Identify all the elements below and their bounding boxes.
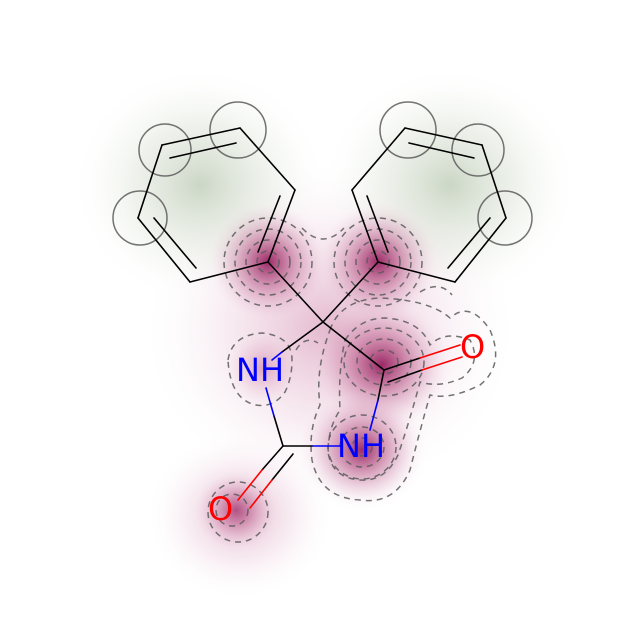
bond-c5-n1-blue (271, 351, 283, 361)
bond-c4-o-2-red (421, 356, 463, 371)
atom-labels: NH NH O O (208, 328, 485, 528)
neg-contour-n3-1 (327, 414, 397, 480)
density-field (70, 65, 580, 600)
bond-rring-3b (447, 217, 491, 269)
negative-spot-n1 (222, 328, 302, 408)
bond-lring-4 (189, 261, 269, 283)
bond-lring-5b (153, 217, 197, 269)
atom-label-n1: NH (236, 351, 284, 389)
bond-c4-n3-blue (369, 399, 379, 431)
neg-contour-right-c (355, 239, 401, 285)
bond-rring-5 (351, 189, 379, 263)
bond-c2-o-2 (271, 453, 294, 481)
bond-lring-1 (161, 127, 241, 146)
pos-contour-right-2 (451, 123, 505, 177)
bond-lring-1b (169, 142, 237, 159)
bond-c4-o-red (419, 344, 461, 359)
neg-contour-carbonyl-outer (310, 297, 497, 502)
neg-contour-bridge (301, 227, 345, 240)
atom-label-o-right: O (460, 328, 485, 366)
neg-contour-n3-3 (351, 437, 373, 457)
neg-contour-carbonyl-2 (327, 317, 476, 481)
bond-lring-5 (137, 217, 191, 283)
bond-c2-o-red (237, 469, 263, 501)
bond-c5-c4 (322, 321, 385, 371)
neg-contour-right-a (333, 217, 423, 307)
bond-c2-n1-blue (265, 387, 275, 417)
bond-c4-n3 (377, 369, 385, 401)
neg-contour-n1-link (295, 339, 319, 351)
atom-label-o-bottom: O (208, 490, 233, 528)
neg-contour-right-d (366, 250, 390, 274)
neg-contour-left-d (256, 250, 280, 274)
neg-contour-carbonyl-3 (343, 327, 425, 397)
bond-c2-n1 (273, 415, 284, 447)
neg-contour-carbonyl-4 (356, 338, 412, 386)
bond-rring-5b (366, 195, 389, 253)
pos-contour-right-1 (379, 101, 437, 159)
bond-rring-1b (408, 142, 475, 159)
pos-contour-left-1 (138, 123, 192, 177)
bond-rring-3 (454, 217, 507, 283)
neg-contour-carbonyl-5 (369, 349, 399, 375)
bond-c2-o (261, 445, 284, 471)
bond-c5-n1 (281, 321, 324, 353)
negative-spot-n3 (296, 388, 428, 512)
bond-left-ipso-c5 (267, 261, 324, 323)
bonds (137, 127, 507, 509)
neg-contour-n3-2 (339, 426, 385, 468)
bond-c2-o-2-red (249, 479, 273, 509)
neg-contour-left-c (245, 239, 291, 285)
pos-contour-left-3 (112, 190, 168, 246)
neg-contour-left-a (223, 217, 313, 307)
neg-contour-right-b (344, 228, 412, 296)
neg-contour-bottom-o-2 (215, 493, 249, 527)
neg-contour-n1 (227, 332, 293, 407)
bond-right-ipso-c5 (322, 261, 379, 323)
bond-lring-2 (239, 127, 296, 191)
atom-label-n3: NH (337, 427, 385, 465)
neg-contour-bottom-o-1 (207, 481, 269, 543)
contour-lines (112, 101, 533, 543)
bond-lring-6 (137, 144, 163, 219)
bond-lring-3 (267, 189, 296, 263)
pos-contour-right-3 (477, 190, 533, 246)
bond-rring-2 (481, 144, 507, 219)
bond-rring-4 (377, 261, 456, 283)
negative-spot-bottom-o (192, 468, 280, 552)
pos-contour-left-2 (209, 101, 267, 159)
neg-contour-tail (419, 286, 453, 296)
bond-rring-6 (351, 127, 406, 191)
bond-c4-o-2 (387, 369, 423, 383)
bond-lring-3b (257, 195, 281, 253)
neg-contour-left-b (234, 228, 302, 296)
bond-rring-1 (404, 127, 483, 146)
bond-c4-o (383, 357, 421, 371)
